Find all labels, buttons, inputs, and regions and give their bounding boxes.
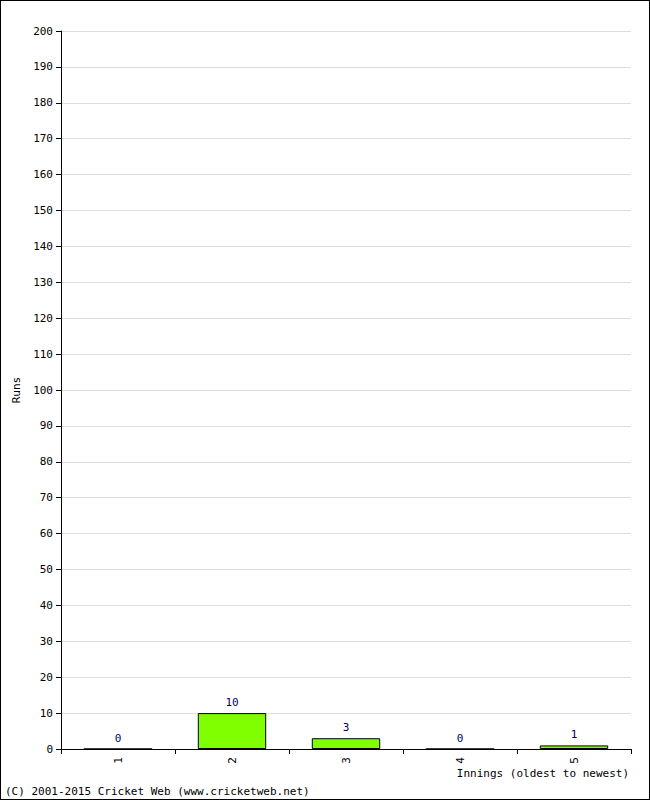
svg-text:130: 130: [33, 276, 53, 289]
svg-text:3: 3: [343, 721, 350, 734]
svg-text:170: 170: [33, 132, 53, 145]
svg-text:100: 100: [33, 384, 53, 397]
svg-text:(C) 2001-2015 Cricket Web (www: (C) 2001-2015 Cricket Web (www.cricketwe…: [5, 785, 310, 798]
svg-text:70: 70: [40, 491, 53, 504]
svg-text:110: 110: [33, 348, 53, 361]
svg-text:180: 180: [33, 96, 53, 109]
svg-text:190: 190: [33, 60, 53, 73]
svg-text:150: 150: [33, 204, 53, 217]
svg-text:10: 10: [225, 696, 238, 709]
svg-text:160: 160: [33, 168, 53, 181]
svg-text:60: 60: [40, 527, 53, 540]
svg-text:10: 10: [40, 707, 53, 720]
svg-text:Runs: Runs: [10, 377, 23, 404]
svg-text:1: 1: [112, 757, 125, 764]
svg-text:80: 80: [40, 455, 53, 468]
svg-text:2: 2: [226, 757, 239, 764]
svg-text:Innings (oldest to newest): Innings (oldest to newest): [457, 767, 629, 780]
svg-text:50: 50: [40, 563, 53, 576]
svg-text:1: 1: [571, 728, 578, 741]
svg-text:120: 120: [33, 312, 53, 325]
svg-text:0: 0: [457, 732, 464, 745]
svg-text:140: 140: [33, 240, 53, 253]
svg-text:3: 3: [340, 757, 353, 764]
svg-text:0: 0: [115, 732, 122, 745]
svg-text:30: 30: [40, 635, 53, 648]
svg-text:200: 200: [33, 25, 53, 38]
svg-text:20: 20: [40, 671, 53, 684]
svg-text:5: 5: [568, 757, 581, 764]
svg-text:0: 0: [46, 743, 53, 756]
svg-text:4: 4: [454, 757, 467, 764]
svg-text:40: 40: [40, 599, 53, 612]
svg-text:90: 90: [40, 419, 53, 432]
